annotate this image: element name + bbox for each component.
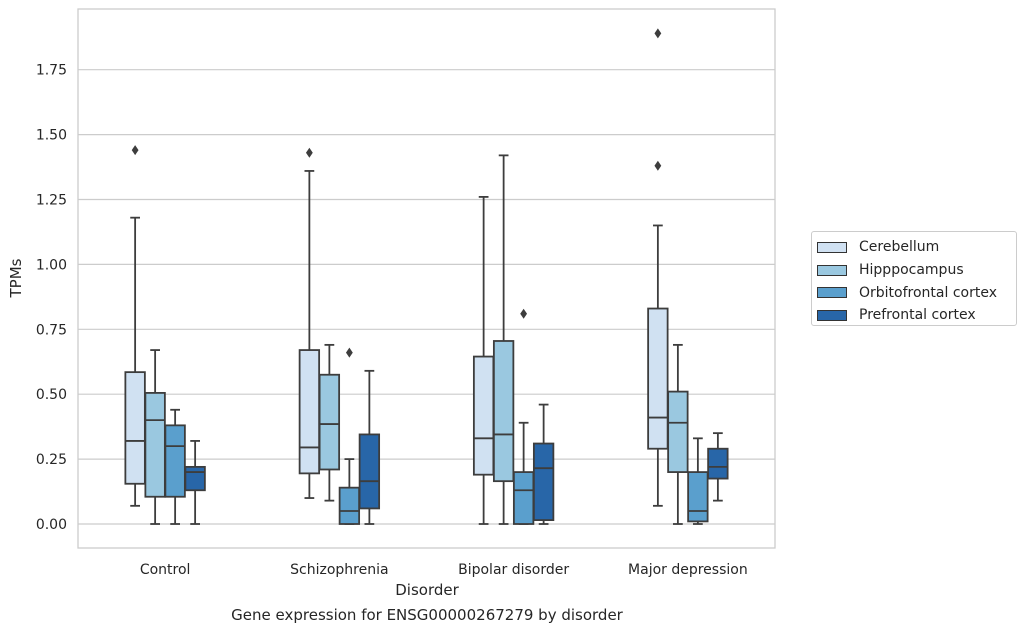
x-tick-label: Major depression	[628, 562, 748, 578]
box-iqr	[144, 392, 166, 498]
y-tick-label: 1.25	[36, 193, 67, 209]
x-tick-labels: Control Schizophrenia Bipolar disorder Majo…	[140, 562, 748, 578]
legend-label: Orbitofrontal cortex	[859, 284, 997, 301]
x-tick-label: Bipolar disorder	[458, 562, 569, 578]
box-iqr	[338, 486, 361, 525]
box-orbitofrontal-cortex	[687, 437, 709, 525]
legend-swatch	[817, 264, 847, 276]
legend-swatch	[817, 309, 847, 321]
outlier-point	[345, 347, 353, 358]
y-tick-label: 1.50	[36, 128, 67, 144]
box-iqr	[532, 442, 555, 522]
legend-item: Prefrontal cortex	[812, 304, 1016, 327]
legend-swatch	[817, 241, 847, 253]
box-iqr	[707, 447, 729, 480]
box-hipppocampus	[667, 343, 689, 525]
gridlines	[78, 69, 775, 525]
box-cerebellum	[298, 147, 321, 499]
box-prefrontal-cortex	[532, 403, 555, 525]
y-tick-label: 1.00	[36, 257, 67, 273]
box-cerebellum	[472, 196, 495, 525]
box-iqr	[647, 307, 669, 450]
box-orbitofrontal-cortex	[512, 308, 535, 525]
outlier-point	[654, 160, 662, 171]
box-iqr	[512, 471, 535, 525]
legend-label: Hipppocampus	[859, 262, 964, 279]
box-iqr	[298, 349, 321, 475]
legend-item: Orbitofrontal cortex	[812, 281, 1016, 304]
outlier-point	[305, 147, 313, 158]
box-iqr	[687, 471, 709, 523]
outlier-point	[131, 145, 139, 156]
x-tick-label: Control	[140, 562, 191, 578]
plot-frame	[77, 8, 776, 549]
y-tick-label: 0.50	[36, 387, 67, 403]
box-iqr	[124, 371, 146, 485]
box-orbitofrontal-cortex	[164, 408, 186, 525]
legend-label: Cerebellum	[859, 239, 940, 256]
box-iqr	[667, 390, 689, 473]
box-iqr	[492, 340, 515, 483]
box-cerebellum	[124, 145, 146, 507]
box-iqr	[472, 355, 495, 476]
box-iqr	[318, 373, 341, 471]
y-tick-label: 0.75	[36, 322, 67, 338]
box-iqr	[358, 433, 381, 510]
box-prefrontal-cortex	[358, 369, 381, 525]
y-tick-labels: 0.00 0.25 0.50 0.75 1.00 1.25 1.50 1.75	[36, 63, 67, 533]
legend: Cerebellum Hipppocampus Orbitofrontal cort…	[811, 231, 1017, 326]
legend-label: Prefrontal cortex	[859, 307, 976, 324]
y-tick-label: 0.25	[36, 452, 67, 468]
y-tick-label: 0.00	[36, 517, 67, 533]
outlier-point	[520, 308, 528, 319]
box-iqr	[164, 424, 186, 498]
x-tick-label: Schizophrenia	[290, 562, 388, 578]
legend-swatch	[817, 287, 847, 299]
box-prefrontal-cortex	[184, 440, 206, 525]
box-orbitofrontal-cortex	[338, 347, 361, 525]
box-hipppocampus	[318, 343, 341, 502]
box-hipppocampus	[144, 349, 166, 525]
x-axis-label: Disorder	[395, 581, 459, 599]
box-iqr	[184, 465, 206, 492]
figure-caption: Gene expression for ENSG00000267279 by d…	[231, 606, 623, 624]
boxes	[124, 28, 729, 525]
box-hipppocampus	[492, 154, 515, 525]
legend-item: Hipppocampus	[812, 259, 1016, 282]
legend-item: Cerebellum	[812, 236, 1016, 259]
y-axis-label: TPMs	[7, 258, 25, 298]
box-prefrontal-cortex	[707, 432, 729, 502]
box-cerebellum	[647, 28, 669, 507]
outlier-point	[654, 28, 662, 39]
y-tick-label: 1.75	[36, 63, 67, 79]
